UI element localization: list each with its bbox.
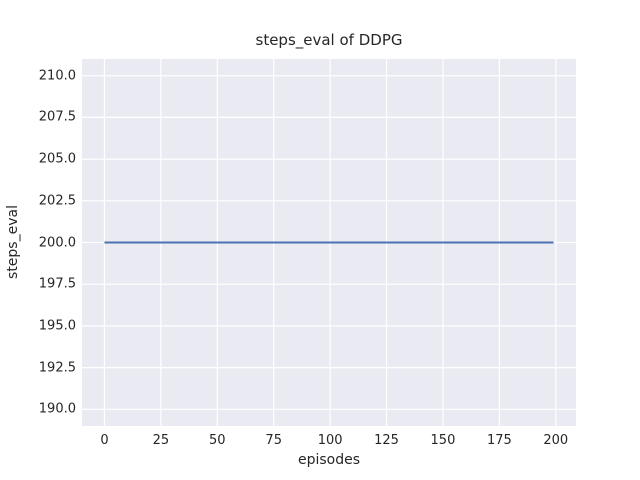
y-tick-label: 210.0 (38, 68, 76, 84)
x-tick-label: 75 (265, 433, 282, 448)
y-tick-label: 195.0 (38, 318, 76, 334)
x-tick-label: 125 (374, 433, 399, 448)
plot-area (82, 59, 576, 426)
chart-title: steps_eval of DDPG (255, 31, 403, 49)
y-tick-label: 190.0 (38, 401, 76, 417)
y-tick-label: 192.5 (38, 360, 76, 376)
y-tick-label: 200.0 (38, 235, 76, 250)
y-tick-label: 207.5 (38, 109, 76, 125)
x-tick-label: 200 (543, 433, 569, 448)
x-axis-label: episodes (297, 452, 361, 468)
y-tick-label: 202.5 (38, 193, 76, 209)
x-tick-label: 25 (152, 433, 170, 448)
x-tick-label: 50 (209, 433, 226, 448)
x-tick-label: 175 (486, 433, 512, 448)
y-tick-label: 205.0 (38, 151, 76, 167)
x-tick-label: 150 (430, 433, 456, 448)
plot-canvas (82, 59, 576, 426)
y-tick-label: 197.5 (38, 276, 76, 292)
x-tick-label: 100 (317, 433, 343, 448)
x-tick-label: 0 (100, 433, 109, 448)
